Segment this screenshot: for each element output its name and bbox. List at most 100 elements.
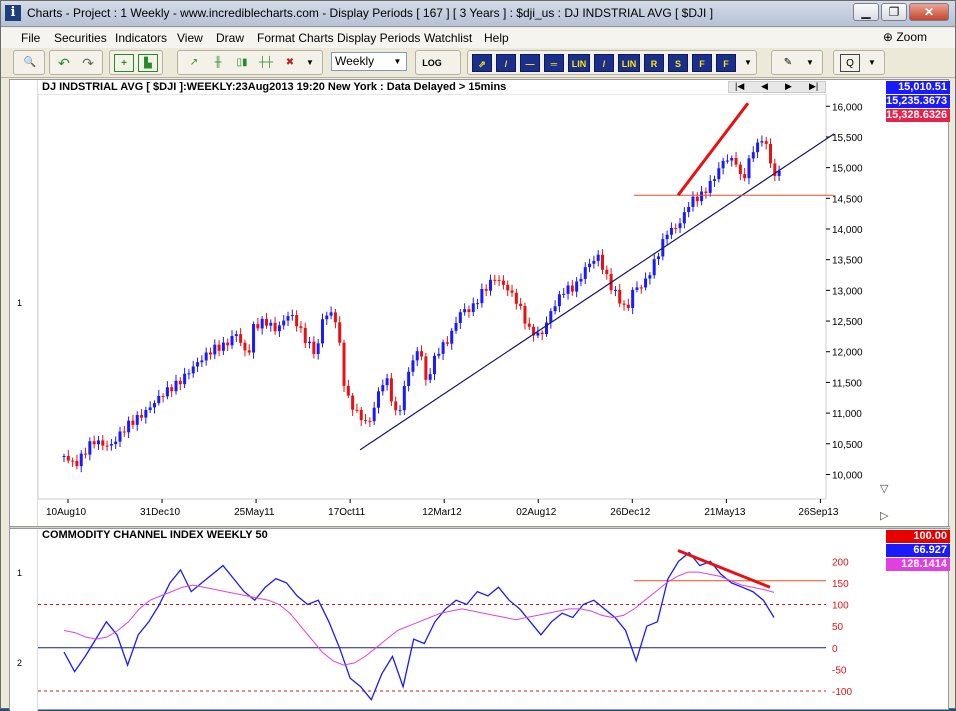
zoom-label: Zoom — [896, 30, 927, 44]
line-tool-icon[interactable]: / — [496, 54, 516, 72]
chevron-down-icon[interactable]: ▼ — [306, 58, 314, 67]
close-button[interactable]: ✕ — [909, 3, 949, 21]
candle-body — [635, 287, 639, 290]
candle-body — [277, 325, 281, 332]
candle-body — [764, 141, 768, 144]
nav-next-button[interactable]: ▶ — [785, 81, 792, 91]
candle-body — [221, 342, 225, 351]
close-chart-icon[interactable]: ┼┼ — [258, 57, 274, 68]
menu-draw[interactable]: Draw — [216, 31, 245, 45]
pane-divider[interactable] — [10, 526, 950, 529]
x-tick-label: 17Oct11 — [328, 507, 365, 518]
nav-prev-button[interactable]: ◀ — [761, 81, 768, 91]
menu-securities[interactable]: Securities — [54, 31, 107, 45]
zoom-button[interactable]: ⊕ Zoom — [883, 30, 927, 44]
candle-body — [415, 351, 419, 361]
candle-body — [544, 322, 548, 335]
candle-chart-icon[interactable]: ▯▮ — [236, 57, 248, 68]
menu-file[interactable]: File — [21, 31, 41, 45]
candle-body — [488, 279, 492, 291]
bar-chart-icon[interactable]: ╫ — [214, 57, 222, 68]
candle-body — [295, 315, 299, 327]
menu-indicators[interactable]: Indicators — [115, 31, 168, 45]
angle-line-icon[interactable]: / — [594, 54, 614, 72]
candle-body — [183, 373, 187, 385]
candle-body — [273, 322, 277, 332]
candle-body — [424, 356, 428, 380]
candle-body — [570, 285, 574, 292]
channel-icon[interactable]: ═ — [544, 54, 564, 72]
menu-display-periods[interactable]: Display Periods — [337, 31, 421, 45]
resistance-icon[interactable]: R — [644, 54, 664, 72]
toolbar-group-chart-type: ↗ ╫ ▯▮ ┼┼ ✖ ▼ — [177, 50, 323, 75]
fibonacci-icon[interactable]: F — [692, 54, 712, 72]
candle-body — [88, 441, 92, 455]
candle-body — [351, 395, 355, 410]
title-bar[interactable]: i Charts - Project : 1 Weekly - www.incr… — [1, 1, 955, 27]
candle-body — [751, 152, 755, 159]
candle-body — [713, 179, 717, 181]
pane-margin — [10, 80, 38, 711]
cci-divergence-line — [677, 549, 771, 589]
menu-watchlist[interactable]: Watchlist — [424, 31, 473, 45]
log-scale-icon[interactable]: LOG — [422, 58, 442, 68]
candle-body — [320, 319, 324, 344]
menu-view[interactable]: View — [177, 31, 203, 45]
query-icon[interactable]: Q — [840, 54, 860, 72]
candle-body — [738, 164, 742, 175]
candle-body — [773, 163, 777, 176]
candle-body — [760, 141, 764, 143]
y-tick-label: 13,500 — [832, 256, 863, 267]
nav-first-button[interactable]: |◀ — [735, 81, 745, 91]
line-chart-icon[interactable]: ↗ — [189, 57, 199, 68]
nav-last-button[interactable]: ▶| — [809, 81, 819, 91]
y-tick-label: 11,500 — [832, 378, 862, 389]
candle-body — [708, 180, 712, 193]
price-chart[interactable]: 16,000 15,500 15,000 14,500 14,000 13,500 13,0… — [38, 94, 950, 524]
chevron-down-icon[interactable]: ▼ — [806, 58, 814, 67]
support-icon[interactable]: S — [668, 54, 688, 72]
menu-format-charts[interactable]: Format Charts — [257, 31, 334, 45]
cci-signal-line — [63, 571, 775, 666]
chevron-down-icon[interactable]: ▼ — [744, 58, 752, 67]
fibonacci-fan-icon[interactable]: F — [716, 54, 736, 72]
crosshair-icon[interactable]: + — [114, 54, 134, 72]
x-tick-label: 26Dec12 — [610, 507, 650, 518]
search-icon[interactable]: 🔍 — [23, 57, 37, 68]
candle-body — [204, 352, 208, 361]
candle-body — [165, 387, 169, 397]
candle-body — [523, 306, 527, 324]
cci-chart[interactable]: 200 150 100 50 0 -50 -100 — [38, 544, 950, 710]
chart-navigation: |◀ ◀ ▶ ▶| — [728, 81, 826, 93]
undo-icon[interactable]: ↶ — [58, 55, 70, 71]
menu-bar: File Securities Indicators View Draw For… — [1, 28, 955, 48]
linear-channel-icon[interactable]: LIN — [618, 54, 640, 72]
chart-area[interactable]: 1 1 2 DJ INDSTRIAL AVG [ $DJI ]:WEEKLY:2… — [9, 79, 950, 711]
delete-icon[interactable]: ✖ — [285, 57, 295, 68]
cci-line — [63, 551, 775, 701]
candle-body — [402, 385, 406, 411]
minimize-button[interactable]: ▁ — [853, 3, 879, 21]
candle-body — [734, 158, 738, 165]
candle-body — [743, 174, 747, 179]
chevron-down-icon[interactable]: ▼ — [868, 58, 876, 67]
cci-y-tick-label: -100 — [832, 687, 852, 698]
wizard-icon[interactable]: ✎ — [783, 57, 793, 68]
redo-icon[interactable]: ↷ — [82, 55, 94, 71]
horizontal-line-icon[interactable]: — — [520, 54, 540, 72]
y-tick-label: 15,500 — [832, 133, 863, 144]
trendline-tool-icon[interactable]: ⇗ — [472, 54, 492, 72]
candle-body — [536, 332, 540, 336]
pane-label-cci-2: 2 — [17, 658, 23, 668]
price-badge-close: 15,010.51 — [886, 81, 950, 94]
period-select[interactable]: Weekly ▼ — [331, 52, 407, 71]
candle-body — [243, 342, 247, 351]
linear-regression-icon[interactable]: LIN — [568, 54, 590, 72]
cci-y-tick-label: 0 — [832, 644, 838, 655]
menu-help[interactable]: Help — [484, 31, 509, 45]
candle-body — [704, 191, 708, 193]
price-badge-upper: 15,328.6326 — [886, 109, 950, 122]
price-box-icon[interactable]: ▙ — [138, 54, 158, 72]
candle-body — [695, 196, 699, 202]
restore-button[interactable]: ❐ — [881, 3, 907, 21]
